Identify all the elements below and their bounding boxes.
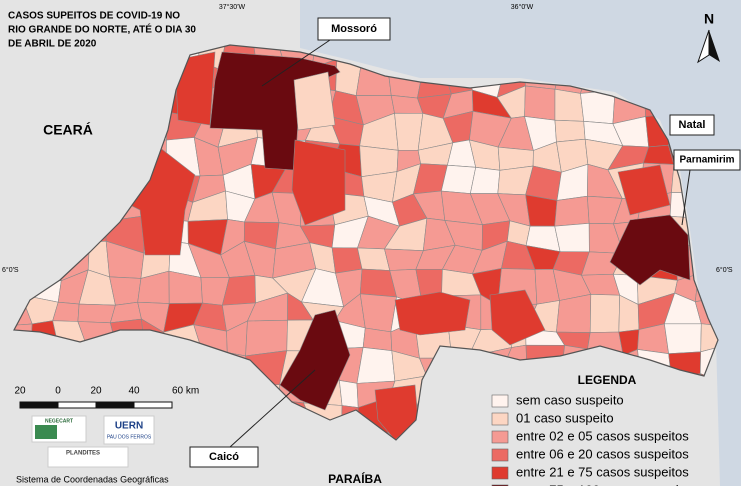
legend-swatch <box>491 448 509 462</box>
legend-swatch <box>491 412 509 426</box>
legend-label: entre 75 e 100 casos suspeitos <box>516 482 696 486</box>
light-area <box>293 71 336 131</box>
title-line: RIO GRANDE DO NORTE, ATÉ O DIA 30 <box>8 23 196 36</box>
graticule-label: 37°30'W <box>219 3 246 11</box>
municipality <box>440 164 477 194</box>
callout-box <box>189 446 259 468</box>
logo-text: NEGECART <box>45 418 73 424</box>
scale-label: 40 <box>128 386 140 397</box>
municipality <box>554 88 585 122</box>
north-label: N <box>704 11 714 27</box>
logo-text: UERN <box>115 421 143 432</box>
red-area <box>174 51 216 126</box>
municipality <box>589 294 621 333</box>
municipality <box>554 119 586 143</box>
logo <box>47 446 129 468</box>
footer: Sistema de Coordenadas Geográficas <box>16 474 169 484</box>
logo-text: PAU DOS FERROS <box>107 434 152 440</box>
graticule-label: 6°0'S <box>716 266 733 274</box>
red-area <box>489 289 546 346</box>
municipality <box>109 276 142 306</box>
callout-box <box>669 114 715 136</box>
scale-segment <box>133 401 173 409</box>
scale-label: 20 <box>90 386 102 397</box>
municipality <box>356 347 396 384</box>
neighbor-label: CEARÁ <box>43 122 93 138</box>
neighbor-label: PARAÍBA <box>328 471 382 486</box>
logo-text: PLANDITES <box>66 451 100 457</box>
place-label: Caicó <box>209 451 239 463</box>
title-line: CASOS SUPEITOS DE COVID-19 NO <box>8 11 180 22</box>
place-label: Natal <box>679 119 706 131</box>
callout-line <box>229 369 316 448</box>
highlighted-municipalities <box>119 51 691 440</box>
place-label: Parnamirim <box>679 155 734 166</box>
scale-segment <box>57 401 97 409</box>
municipality <box>469 166 501 194</box>
scale-label: 60 km <box>172 386 199 397</box>
municipality <box>362 327 393 352</box>
scale-bar: 20 0 20 40 60 km <box>14 386 199 409</box>
legend-label: 01 caso suspeito <box>516 410 614 425</box>
legend-label: entre 02 e 05 casos suspeitos <box>516 428 689 443</box>
caico-area <box>279 309 351 411</box>
callout-line <box>261 39 331 87</box>
municipality <box>331 247 363 274</box>
sea <box>300 0 741 486</box>
municipality <box>77 303 116 324</box>
scale-label: 0 <box>55 386 61 397</box>
red-area <box>394 291 471 336</box>
municipality <box>554 195 590 227</box>
municipality <box>245 319 288 357</box>
legend-label: entre 06 e 20 casos suspeitos <box>516 446 689 461</box>
callout-box <box>673 149 741 171</box>
graticule-label: 36°0'W <box>511 3 534 11</box>
legend-swatch <box>491 394 509 408</box>
legend-label: sem caso suspeito <box>516 392 624 407</box>
scale-label: 20 <box>14 386 26 397</box>
logo <box>103 415 155 445</box>
legend-swatch <box>491 430 509 444</box>
municipality <box>524 85 556 121</box>
title-line: DE ABRIL DE 2020 <box>8 39 97 50</box>
legend-label: entre 21 e 75 casos suspeitos <box>516 464 689 479</box>
scale-segment <box>19 401 59 409</box>
municipality <box>554 222 590 253</box>
natal-area <box>609 214 691 286</box>
municipality <box>339 380 359 408</box>
legend-title: LEGENDA <box>578 373 637 387</box>
north-arrow <box>709 30 720 62</box>
legend: sem caso suspeito 01 caso suspeito entre 0… <box>491 392 696 486</box>
graticule-label: 6°0'S <box>2 266 19 274</box>
municipality <box>359 293 397 333</box>
municipality <box>664 323 702 354</box>
legend-swatch <box>491 466 509 480</box>
place-label: Mossoró <box>331 23 377 35</box>
red-area <box>617 164 671 216</box>
callout-box <box>317 17 391 41</box>
red-area <box>291 139 346 226</box>
municipality <box>525 194 558 227</box>
scale-segment <box>95 401 135 409</box>
north-arrow <box>697 29 710 64</box>
callout-line <box>681 169 691 226</box>
municipality <box>556 293 592 333</box>
logo-icon <box>35 425 57 439</box>
